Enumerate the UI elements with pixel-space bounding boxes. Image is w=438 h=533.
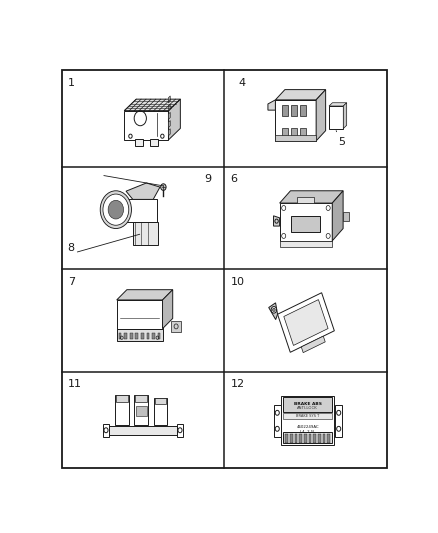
Bar xyxy=(286,434,288,442)
Bar xyxy=(304,434,307,442)
Bar xyxy=(152,333,155,340)
Polygon shape xyxy=(273,216,279,226)
Polygon shape xyxy=(169,99,180,140)
Polygon shape xyxy=(316,90,325,141)
Text: 6: 6 xyxy=(230,174,237,184)
Polygon shape xyxy=(117,300,162,329)
Polygon shape xyxy=(329,103,347,106)
Polygon shape xyxy=(279,203,332,241)
Bar xyxy=(130,333,133,340)
Polygon shape xyxy=(124,99,180,111)
Polygon shape xyxy=(117,329,162,341)
Polygon shape xyxy=(162,289,173,329)
Polygon shape xyxy=(117,289,173,300)
Bar xyxy=(283,413,332,419)
Bar xyxy=(274,405,281,437)
Bar xyxy=(135,395,148,401)
Polygon shape xyxy=(301,336,325,353)
Polygon shape xyxy=(124,111,169,140)
Text: BRAKE ABS: BRAKE ABS xyxy=(293,402,321,406)
Bar xyxy=(158,333,160,340)
Text: ANTI-LOCK: ANTI-LOCK xyxy=(297,407,318,410)
Bar xyxy=(282,105,288,116)
Polygon shape xyxy=(126,183,160,199)
Circle shape xyxy=(100,191,131,229)
Text: BRAKE SYS T: BRAKE SYS T xyxy=(296,414,319,418)
Bar xyxy=(309,434,311,442)
Bar xyxy=(116,395,128,401)
Polygon shape xyxy=(284,300,328,345)
Bar xyxy=(115,395,129,425)
Polygon shape xyxy=(278,293,334,352)
Polygon shape xyxy=(297,197,314,203)
Text: 9: 9 xyxy=(204,174,211,184)
Bar xyxy=(147,333,149,340)
Bar xyxy=(177,424,183,437)
Bar xyxy=(336,405,342,437)
Polygon shape xyxy=(279,191,343,203)
Bar xyxy=(281,396,334,446)
Bar xyxy=(103,424,109,437)
Text: 4: 4 xyxy=(238,77,245,87)
Polygon shape xyxy=(343,212,349,221)
Bar xyxy=(291,216,321,231)
Text: 8: 8 xyxy=(67,243,75,253)
Bar xyxy=(327,434,330,442)
Circle shape xyxy=(103,194,129,225)
Bar xyxy=(291,128,297,137)
Bar xyxy=(109,426,177,435)
Polygon shape xyxy=(276,135,316,141)
Bar xyxy=(119,333,121,340)
Polygon shape xyxy=(169,120,170,127)
Polygon shape xyxy=(133,222,158,245)
Bar xyxy=(318,434,321,442)
Bar xyxy=(291,105,297,116)
Polygon shape xyxy=(169,129,170,136)
Text: 4602249AC: 4602249AC xyxy=(297,425,319,429)
Polygon shape xyxy=(169,112,170,119)
Circle shape xyxy=(271,306,277,313)
Bar xyxy=(155,398,166,405)
Text: 12: 12 xyxy=(230,379,245,389)
Polygon shape xyxy=(276,90,325,100)
Bar xyxy=(300,128,306,137)
Bar xyxy=(124,333,127,340)
Bar xyxy=(299,434,302,442)
Polygon shape xyxy=(276,100,316,141)
Circle shape xyxy=(108,200,124,219)
Text: L4  2.5L: L4 2.5L xyxy=(300,430,315,434)
Bar xyxy=(283,398,332,412)
Polygon shape xyxy=(169,96,170,103)
Bar xyxy=(313,434,316,442)
Bar xyxy=(283,432,332,443)
Bar xyxy=(329,106,343,128)
Bar xyxy=(322,434,325,442)
Text: 7: 7 xyxy=(67,277,75,287)
Text: 10: 10 xyxy=(230,277,244,287)
Polygon shape xyxy=(268,100,276,110)
Bar xyxy=(295,434,297,442)
Polygon shape xyxy=(116,199,156,222)
Bar xyxy=(150,139,158,147)
Polygon shape xyxy=(171,321,181,332)
Polygon shape xyxy=(332,191,343,241)
Bar xyxy=(135,333,138,340)
Bar xyxy=(141,333,144,340)
Bar xyxy=(136,406,147,416)
Bar xyxy=(154,398,167,425)
Bar xyxy=(300,105,306,116)
Circle shape xyxy=(272,308,275,311)
Polygon shape xyxy=(279,241,332,247)
Polygon shape xyxy=(343,103,347,128)
Text: 5: 5 xyxy=(336,131,345,147)
Bar xyxy=(290,434,293,442)
Polygon shape xyxy=(169,104,170,111)
Bar xyxy=(134,395,148,425)
Text: 1: 1 xyxy=(67,77,74,87)
Text: 11: 11 xyxy=(67,379,81,389)
Polygon shape xyxy=(268,303,278,320)
Circle shape xyxy=(161,184,166,190)
Bar xyxy=(282,128,288,137)
Bar xyxy=(134,139,143,147)
